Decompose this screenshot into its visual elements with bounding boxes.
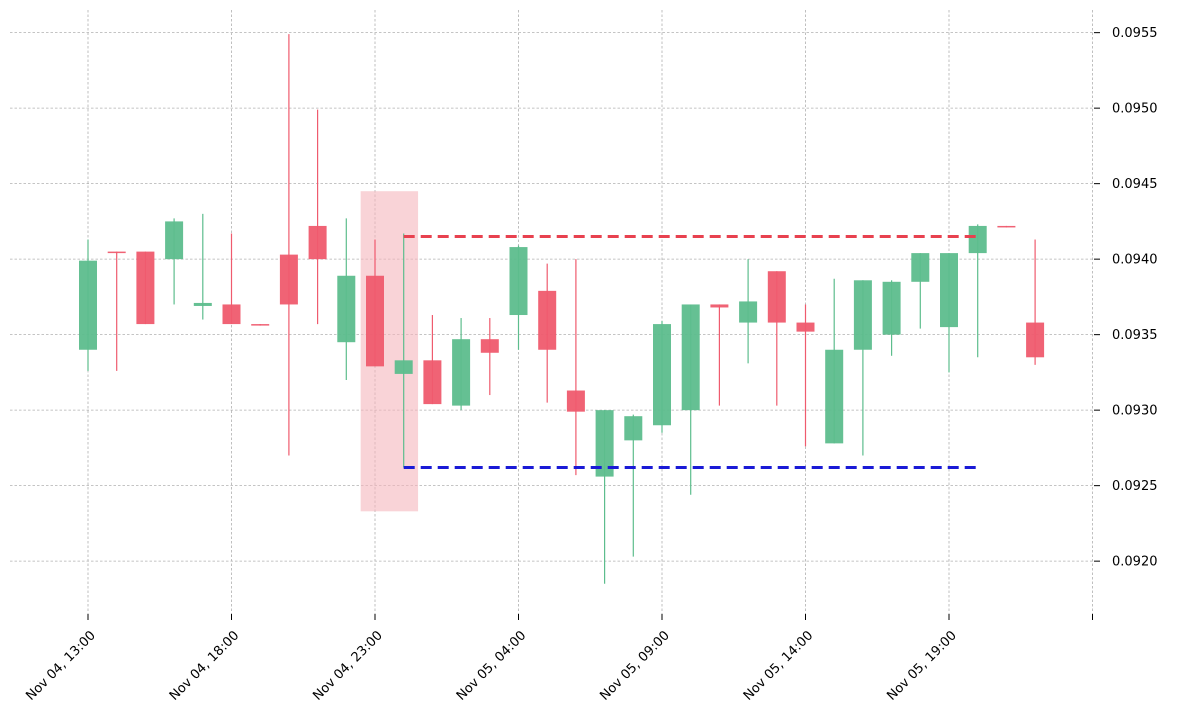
candle-body-up bbox=[509, 247, 528, 316]
candles bbox=[79, 34, 1045, 584]
candle-body-down bbox=[480, 339, 499, 353]
candle-body-up bbox=[595, 410, 614, 477]
candle-body-up bbox=[452, 339, 471, 406]
candle-body-down bbox=[308, 225, 327, 260]
axes: 0.0920 0.0925 0.0930 0.0935 0.0940 0.0945 0.09… bbox=[23, 26, 1157, 704]
candle-body-up bbox=[337, 275, 356, 343]
candle-body-up bbox=[653, 324, 671, 426]
x-tick-label: Nov 04, 18:00 bbox=[167, 628, 243, 704]
candle-body-down bbox=[423, 360, 442, 405]
candle-body-up bbox=[193, 302, 212, 306]
x-tick-label: Nov 04, 13:00 bbox=[23, 628, 99, 704]
candle-body-up bbox=[911, 253, 930, 282]
y-tick-label: 0.0955 bbox=[1112, 26, 1158, 41]
y-tick-label: 0.0945 bbox=[1112, 177, 1158, 192]
candle-body-down bbox=[136, 251, 155, 325]
candle-body-up bbox=[853, 280, 872, 350]
candle-body-down bbox=[279, 254, 298, 305]
candle-body-up bbox=[940, 253, 958, 328]
candle-body-up bbox=[79, 260, 97, 350]
candle-body-down bbox=[566, 390, 585, 412]
candle-body-up bbox=[882, 281, 901, 335]
y-tick-label: 0.0925 bbox=[1112, 479, 1158, 494]
candle-body-up bbox=[681, 304, 700, 411]
y-tick-label: 0.0950 bbox=[1112, 102, 1158, 117]
candle-body-up bbox=[968, 225, 987, 254]
candle-body-up bbox=[165, 221, 184, 260]
candle-body-down bbox=[366, 275, 384, 367]
candle-body-down bbox=[997, 225, 1016, 228]
y-tick-label: 0.0940 bbox=[1112, 253, 1158, 268]
candle-body-up bbox=[394, 360, 413, 374]
x-tick-label: Nov 04, 23:00 bbox=[310, 628, 386, 704]
candle-body-up bbox=[739, 301, 758, 323]
candle-body-down bbox=[107, 251, 126, 254]
candle-body-down bbox=[222, 304, 241, 325]
level-lines bbox=[403, 235, 978, 470]
candle-body-down bbox=[1026, 322, 1045, 358]
x-tick-label: Nov 05, 04:00 bbox=[454, 628, 530, 704]
candle-body-down bbox=[538, 290, 557, 350]
x-tick-label: Nov 05, 09:00 bbox=[597, 628, 673, 704]
y-tick-label: 0.0930 bbox=[1112, 404, 1158, 419]
candle-body-down bbox=[251, 324, 270, 326]
candle-body-down bbox=[796, 322, 815, 332]
y-tick-label: 0.0920 bbox=[1112, 555, 1158, 570]
y-tick-label: 0.0935 bbox=[1112, 328, 1158, 343]
candle-body-down bbox=[710, 304, 729, 308]
candle-body-up bbox=[624, 416, 643, 441]
x-tick-label: Nov 05, 19:00 bbox=[884, 628, 960, 704]
x-tick-label: Nov 05, 14:00 bbox=[741, 628, 817, 704]
candle-body-down bbox=[767, 271, 786, 323]
candle-body-up bbox=[825, 349, 844, 444]
